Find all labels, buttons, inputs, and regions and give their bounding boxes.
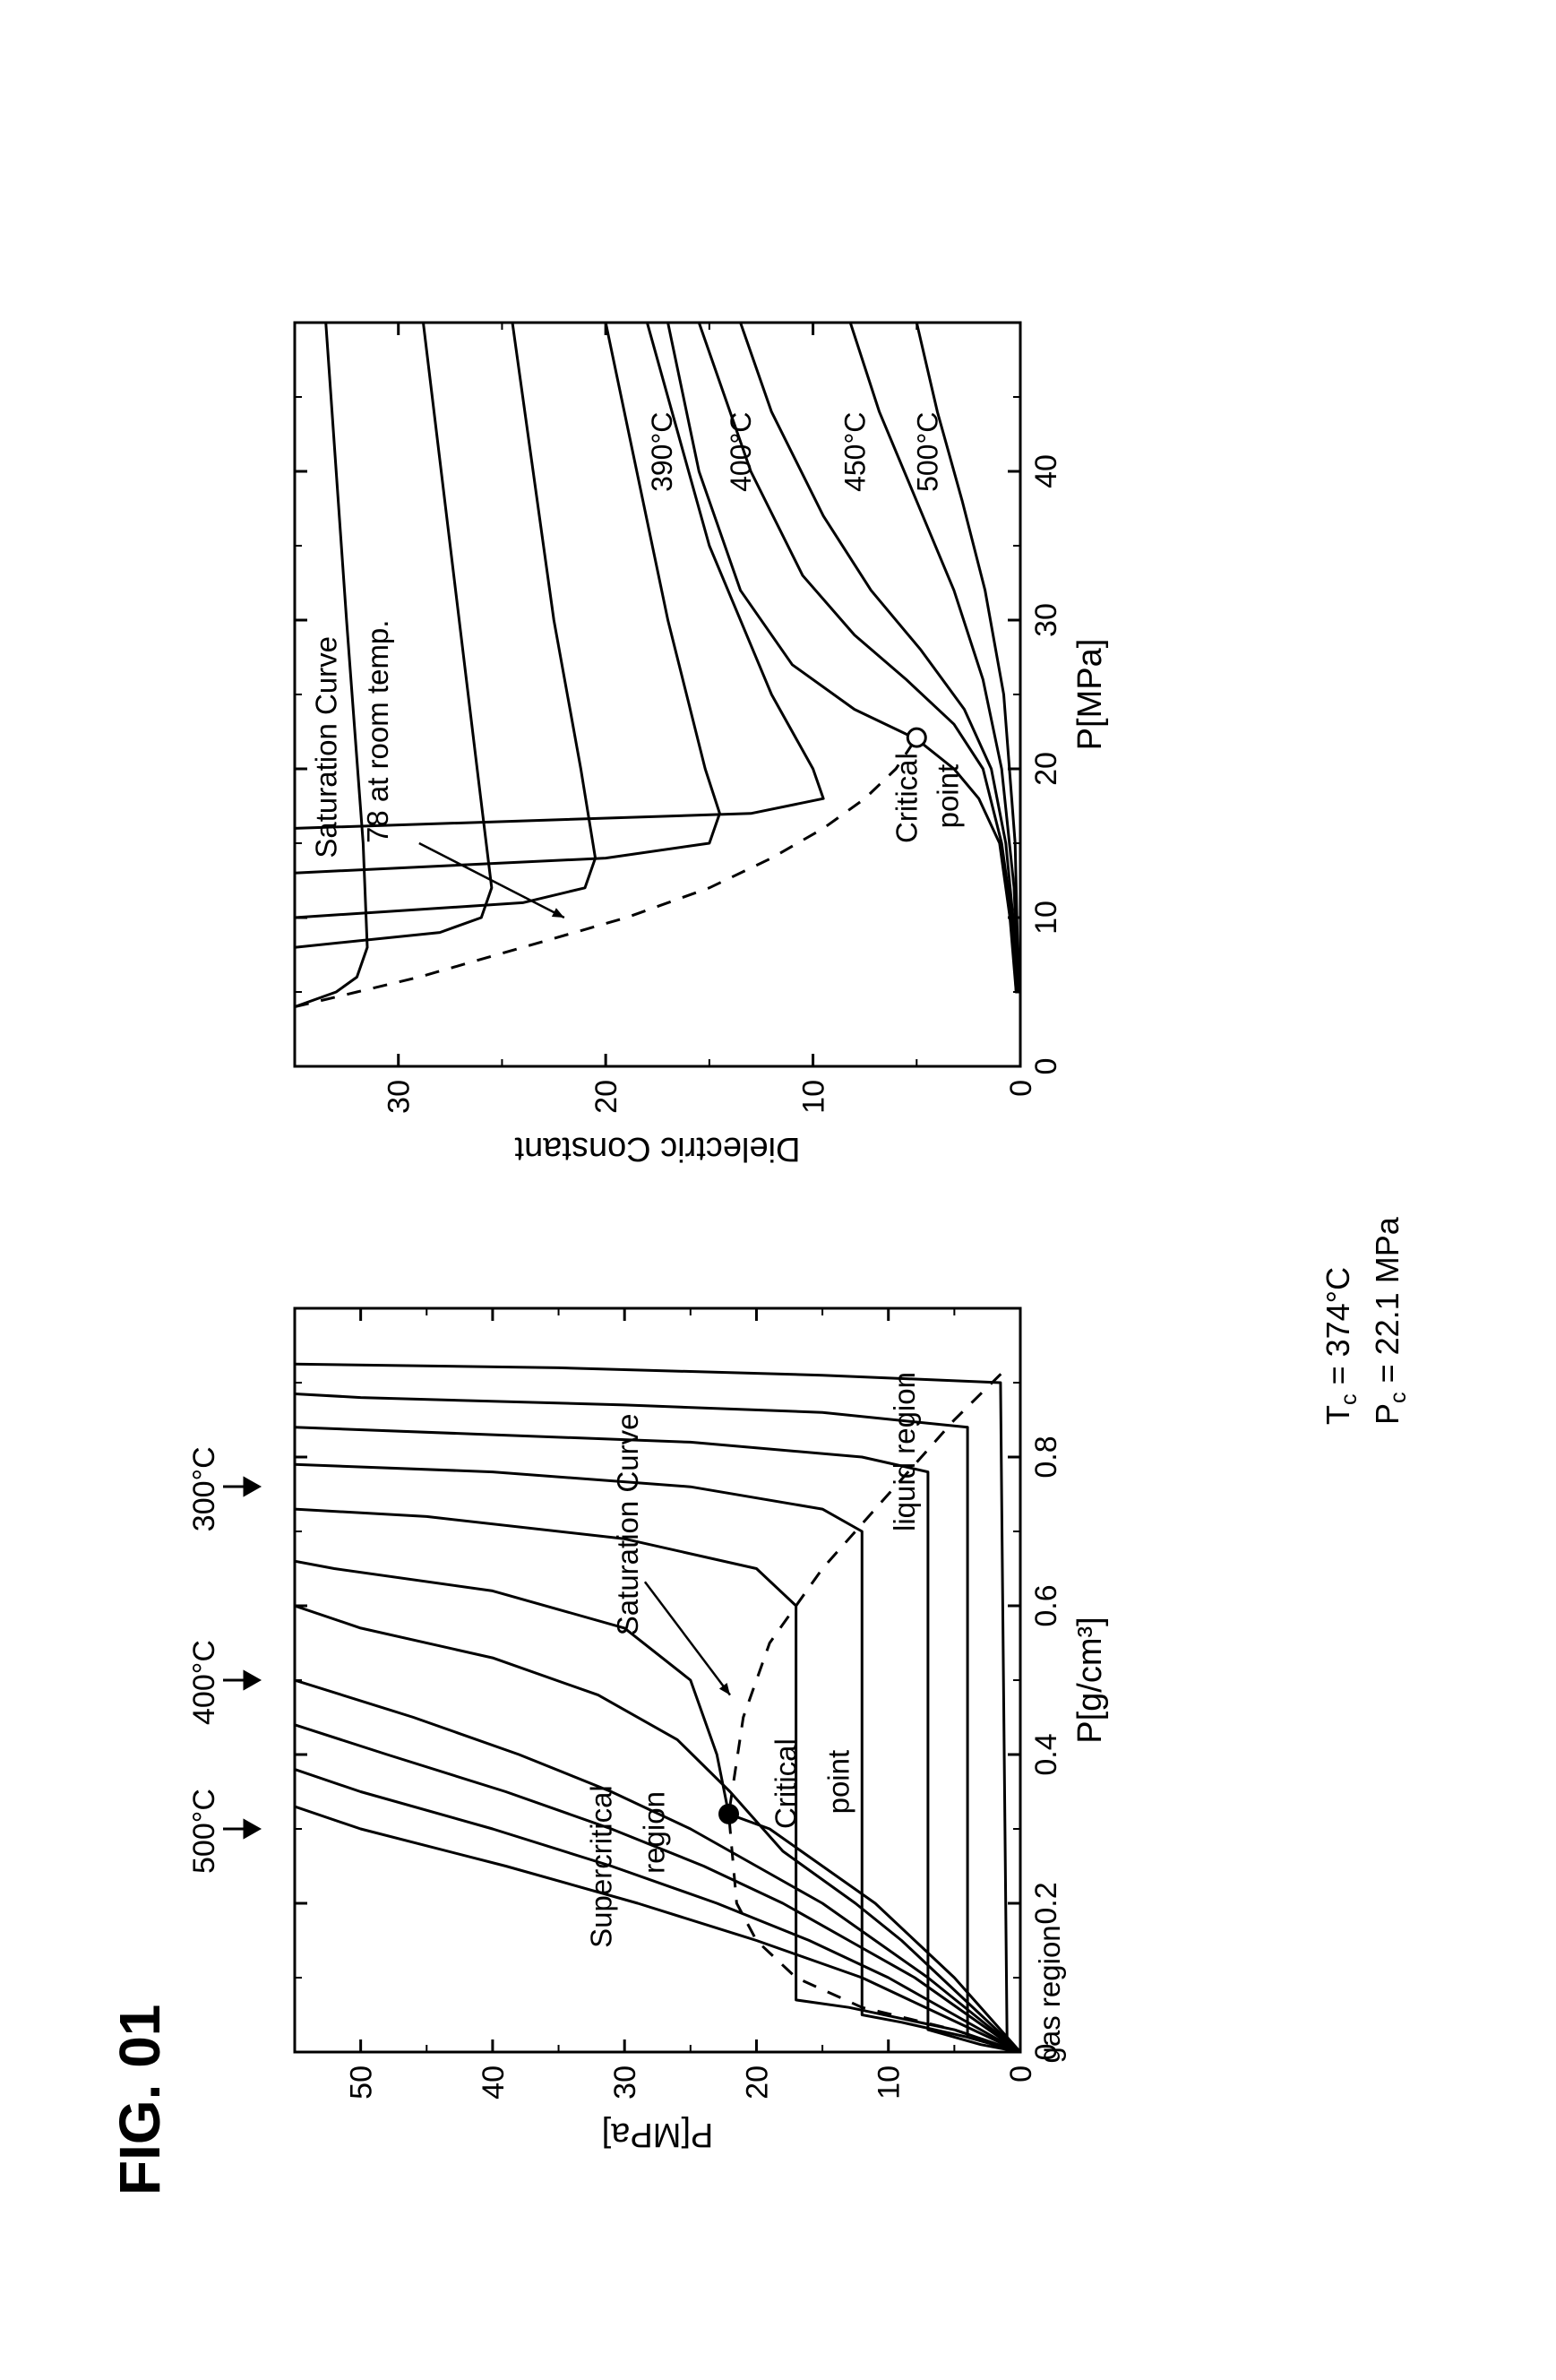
svg-text:Critical: Critical — [769, 1738, 802, 1829]
figure-title: FIG. 01 — [107, 2005, 173, 2195]
svg-text:0.4: 0.4 — [1029, 1733, 1063, 1775]
tc-line: Tc = 374°C — [1316, 1217, 1365, 1425]
chart-left: 00.20.40.60.801020304050P[g/cm³]P[MPa]Su… — [268, 1281, 1128, 2160]
svg-text:Dielectric Constant: Dielectric Constant — [514, 1130, 800, 1168]
svg-text:10: 10 — [872, 2065, 906, 2100]
svg-text:40: 40 — [1029, 454, 1063, 488]
svg-text:point: point — [931, 764, 964, 829]
tc-value: = 374°C — [1320, 1267, 1356, 1394]
svg-text:P[g/cm³]: P[g/cm³] — [1071, 1617, 1109, 1743]
chart-left-wrap: 500°C400°C300°C 00.20.40.60.801020304050… — [268, 1281, 1128, 2160]
svg-text:Saturation Curve: Saturation Curve — [610, 1414, 643, 1636]
pc-label: P — [1369, 1403, 1406, 1425]
svg-text:20: 20 — [589, 1080, 623, 1114]
svg-text:Supercritical: Supercritical — [584, 1785, 617, 1948]
svg-text:30: 30 — [382, 1080, 416, 1114]
svg-text:20: 20 — [740, 2065, 774, 2100]
svg-text:0.6: 0.6 — [1029, 1584, 1063, 1626]
chart-right-wrap: 0102030400102030P[MPa]Dielectric Constan… — [268, 296, 1128, 1174]
svg-text:0: 0 — [1029, 1058, 1063, 1075]
svg-text:P[MPa]: P[MPa] — [1071, 639, 1109, 751]
svg-text:liquid region: liquid region — [888, 1372, 921, 1531]
svg-text:10: 10 — [1029, 901, 1063, 935]
pc-value: = 22.1 MPa — [1369, 1217, 1406, 1392]
svg-text:P[MPa]: P[MPa] — [601, 2116, 713, 2153]
svg-text:30: 30 — [1029, 603, 1063, 637]
figure-page: FIG. 01 500°C 400°C 300°C 0 0.2 0.4 0.6 0.8 0 10… — [107, 81, 1450, 2231]
tc-label: T — [1320, 1405, 1356, 1425]
tc-sub: c — [1337, 1393, 1362, 1405]
svg-text:50: 50 — [344, 2065, 378, 2100]
svg-text:0: 0 — [1004, 2065, 1038, 2082]
pc-line: Pc = 22.1 MPa — [1365, 1217, 1414, 1425]
svg-text:0: 0 — [1004, 1080, 1038, 1097]
pc-sub: c — [1386, 1392, 1411, 1403]
svg-text:0.8: 0.8 — [1029, 1436, 1063, 1478]
svg-text:40: 40 — [476, 2065, 510, 2100]
chart-right: 0102030400102030P[MPa]Dielectric Constan… — [268, 296, 1128, 1174]
svg-text:400°C: 400°C — [725, 412, 757, 492]
svg-text:region: region — [637, 1791, 670, 1874]
svg-text:450°C: 450°C — [838, 412, 871, 492]
svg-text:78 at room temp.: 78 at room temp. — [361, 620, 394, 843]
svg-text:20: 20 — [1029, 752, 1063, 786]
isotherm-top-label: 300°C — [187, 1446, 222, 1531]
svg-text:390°C: 390°C — [646, 412, 678, 492]
svg-text:30: 30 — [608, 2065, 642, 2100]
svg-text:Saturation Curve: Saturation Curve — [309, 636, 342, 858]
charts-row: 500°C400°C300°C 00.20.40.60.801020304050… — [268, 296, 1128, 2160]
svg-text:Critical: Critical — [890, 753, 923, 843]
isotherm-top-label: 400°C — [187, 1640, 222, 1725]
svg-text:10: 10 — [796, 1080, 830, 1114]
critical-constants: Tc = 374°C Pc = 22.1 MPa — [1316, 1217, 1415, 1425]
svg-text:0.2: 0.2 — [1029, 1882, 1063, 1924]
svg-text:point: point — [821, 1750, 855, 1815]
svg-text:gas region: gas region — [1033, 1925, 1066, 2063]
svg-text:500°C: 500°C — [911, 412, 943, 492]
isotherm-top-label: 500°C — [187, 1789, 222, 1874]
